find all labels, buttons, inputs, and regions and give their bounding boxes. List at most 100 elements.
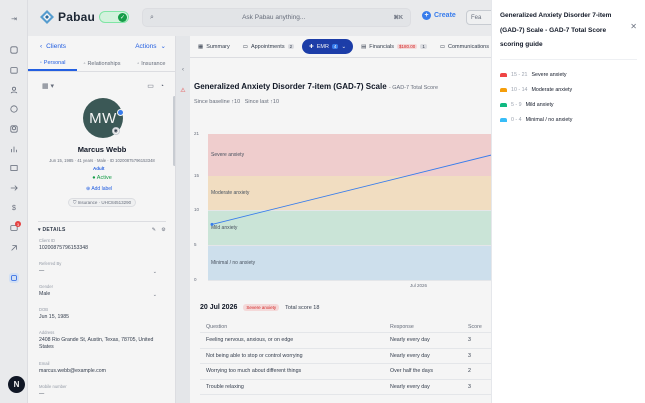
field-email[interactable]: Email marcus.webb@example.com	[39, 361, 106, 374]
create-button[interactable]: + Create	[422, 11, 456, 20]
marketing-icon[interactable]	[9, 183, 19, 193]
add-label-button[interactable]: ⊕ Add label	[86, 186, 113, 192]
severity-color-icon	[500, 102, 507, 107]
home-icon[interactable]	[9, 45, 19, 55]
inbox-icon[interactable]: 3	[9, 221, 21, 233]
score-range: 5 - 9	[511, 101, 522, 108]
reports-icon[interactable]	[9, 144, 19, 154]
side-toolbar: ‹ ⚠	[176, 36, 190, 403]
tab-insurance[interactable]: ◦ Insurance	[137, 60, 166, 67]
chevron-left-icon: ‹	[40, 42, 43, 50]
field-referred-by[interactable]: Referred By — ⌄	[39, 261, 157, 275]
bell-icon[interactable]: ◔	[159, 83, 164, 90]
column-header: Score	[468, 323, 482, 330]
severity-band: Severe anxiety	[208, 134, 492, 176]
responses-table: Question Response Score Feeling nervous, an…	[200, 321, 492, 395]
tab-relationships[interactable]: ◦ Relationships	[83, 60, 121, 67]
globe-icon[interactable]	[9, 104, 19, 114]
brand-name: Pabau	[58, 10, 96, 24]
table-cell: Not being able to stop or control worryi…	[206, 352, 303, 359]
band-label: Mild anxiety	[211, 225, 238, 232]
integrations-icon[interactable]	[9, 243, 19, 253]
gridline	[208, 280, 492, 281]
actions-dropdown[interactable]: Actions ⌄	[135, 42, 166, 51]
tab-personal[interactable]: ◦ Personal	[28, 56, 78, 71]
search-placeholder: Ask Pabau anything...	[242, 14, 306, 21]
settings-icon[interactable]: ⚙	[161, 227, 166, 233]
client-scrollbar[interactable]	[173, 96, 175, 166]
brand-logo[interactable]: Pabau ✓	[40, 10, 130, 24]
scoring-legend: 15 - 21 Severe anxiety 10 - 14 Moderate anx…	[500, 67, 572, 127]
client-toolbar: ▦ ▾ ▭ ◔	[42, 82, 164, 90]
tab-summary[interactable]: ▦ Summary	[198, 43, 230, 50]
score-line-svg	[210, 154, 492, 226]
age-tag: Adult	[93, 166, 105, 171]
score-range: 0 - 4	[511, 116, 522, 123]
table-row: Trouble relaxing Nearly every day 3	[200, 380, 492, 395]
table-cell: Nearly every day	[390, 337, 430, 344]
assistant-button[interactable]: N	[8, 376, 25, 393]
client-meta: Jun 15, 1985 · 41 years · Male · ID 1020…	[49, 158, 155, 163]
chevron-down-icon: ⌄	[152, 269, 157, 275]
score-line	[211, 154, 492, 225]
grid-icon: ▦	[198, 43, 204, 50]
legend-item: 0 - 4 Minimal / no anxiety	[500, 112, 572, 127]
legend-item: 10 - 14 Moderate anxiety	[500, 82, 572, 97]
close-icon[interactable]: ✕	[630, 22, 637, 31]
collapse-panel-icon[interactable]: ‹	[182, 67, 184, 73]
tab-financials[interactable]: ▤ Financials $180.00 1	[361, 43, 427, 50]
user-icon[interactable]	[9, 124, 19, 134]
column-header: Question	[206, 323, 228, 330]
edit-icon[interactable]: ✎	[151, 227, 157, 233]
severity-label: Mild anxiety	[525, 101, 554, 108]
avatar-initials: MW	[89, 109, 117, 127]
since-summary: Since baseline ↑10 Since last ↑10	[194, 99, 279, 105]
tab-appointments[interactable]: ▭ Appointments 2	[242, 43, 295, 50]
tab-emr[interactable]: ✚ EMR 4 ⌄	[302, 39, 354, 54]
search-bar[interactable]: ⌕ Ask Pabau anything... ⌘K	[142, 8, 411, 27]
billing-icon[interactable]: $	[12, 204, 16, 212]
create-label: Create	[434, 12, 456, 19]
score-range: 15 - 21	[511, 71, 528, 78]
stethoscope-icon: ✚	[309, 43, 314, 50]
data-point[interactable]	[210, 222, 214, 226]
status-badge: ● Active	[92, 175, 112, 181]
severity-band: Mild anxiety	[208, 211, 492, 246]
total-score: Total score 18	[285, 304, 320, 311]
table-cell: Nearly every day	[390, 352, 430, 359]
apps-icon[interactable]	[9, 273, 19, 283]
back-to-clients[interactable]: ‹ Clients	[40, 43, 66, 50]
band-label: Minimal / no anxiety	[211, 259, 256, 266]
field-address[interactable]: Address 2408 Rio Grande St, Austin, Texas…	[39, 330, 154, 350]
severity-band: Moderate anxiety	[208, 176, 492, 211]
camera-icon[interactable]: ◉	[112, 127, 120, 135]
field-mobile[interactable]: Mobile number —	[39, 384, 67, 397]
alert-icon[interactable]: ⚠	[180, 87, 186, 94]
avatar[interactable]: MW ◉	[83, 98, 124, 138]
insurance-chip[interactable]: ⛉ Insurance · UHC84513290	[68, 198, 137, 207]
severity-badge: Severe anxiety	[243, 304, 280, 311]
since-last: Since last ↑10	[244, 99, 280, 105]
field-dob[interactable]: DOB Jun 15, 1985	[39, 307, 69, 320]
expand-menu-icon[interactable]: ⇥	[11, 16, 17, 23]
view-switch-icon[interactable]: ▦ ▾	[42, 83, 55, 90]
x-tick-label: Jul 2026	[410, 283, 428, 288]
calendar-icon[interactable]	[9, 65, 19, 75]
client-tabs: ◦ Personal ◦ Relationships ◦ Insurance	[28, 56, 175, 72]
table-cell: Worrying too much about different things	[206, 368, 302, 375]
toolbar-right: ▭ ◔	[147, 82, 164, 90]
message-icon[interactable]: ▭	[147, 83, 154, 90]
y-tick-label: 5	[194, 242, 197, 248]
guide-title: Generalized Anxiety Disorder 7-item (GAD…	[500, 12, 612, 48]
since-baseline: Since baseline ↑10	[194, 99, 241, 105]
inventory-icon[interactable]	[9, 163, 19, 173]
severity-color-icon	[500, 87, 507, 92]
table-row: Not being able to stop or control worryi…	[200, 349, 492, 364]
field-gender[interactable]: Gender Male ⌄	[39, 284, 157, 298]
scoring-guide-panel: Generalized Anxiety Disorder 7-item (GAD…	[491, 0, 645, 403]
person-icon: ◦	[39, 59, 42, 66]
table-cell: Feeling nervous, anxious, or on edge	[206, 337, 294, 344]
table-cell: Trouble relaxing	[206, 383, 244, 390]
chevron-down-icon: ⌄	[341, 43, 347, 50]
clients-icon[interactable]	[9, 85, 19, 95]
